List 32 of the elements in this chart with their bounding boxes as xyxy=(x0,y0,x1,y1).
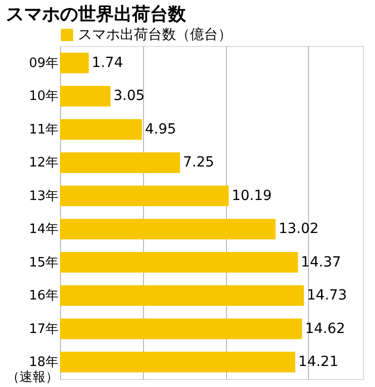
bar xyxy=(60,218,276,240)
y-tick-label: 11年 xyxy=(28,122,58,138)
data-label: 14.21 xyxy=(298,354,338,370)
data-label: 14.62 xyxy=(305,320,346,337)
bar xyxy=(60,252,298,273)
bar xyxy=(60,186,229,206)
data-label: 14.37 xyxy=(300,254,342,270)
chart-title: スマホの世界出荷台数 xyxy=(6,4,187,25)
y-tick-label: 13年 xyxy=(28,188,58,204)
data-label: 3.05 xyxy=(114,88,145,104)
y-tick-label: 10年 xyxy=(28,89,58,104)
bar xyxy=(60,119,142,140)
bar xyxy=(60,318,302,340)
data-label: 10.19 xyxy=(232,188,272,204)
y-tick-label: 09年 xyxy=(28,56,58,71)
data-label: 7.25 xyxy=(183,154,214,171)
y-tick-label: 12年 xyxy=(28,156,58,171)
bar xyxy=(60,86,110,106)
y-tick-label: 15年 xyxy=(28,255,58,270)
legend-label: スマホ出荷台数（億台） xyxy=(78,27,232,43)
y-tick-label: 17年 xyxy=(28,322,58,337)
y-tick-label: 18年（速報） xyxy=(6,355,58,386)
bar xyxy=(60,352,296,372)
bar xyxy=(60,285,304,306)
data-label: 1.74 xyxy=(92,54,124,71)
data-label: 4.95 xyxy=(144,121,176,138)
y-tick-label: 14年 xyxy=(28,222,58,238)
bar xyxy=(60,152,180,173)
bar xyxy=(60,52,89,74)
data-label: 14.73 xyxy=(306,288,347,304)
data-label: 13.02 xyxy=(278,221,319,238)
y-tick-label: 16年 xyxy=(28,288,58,304)
